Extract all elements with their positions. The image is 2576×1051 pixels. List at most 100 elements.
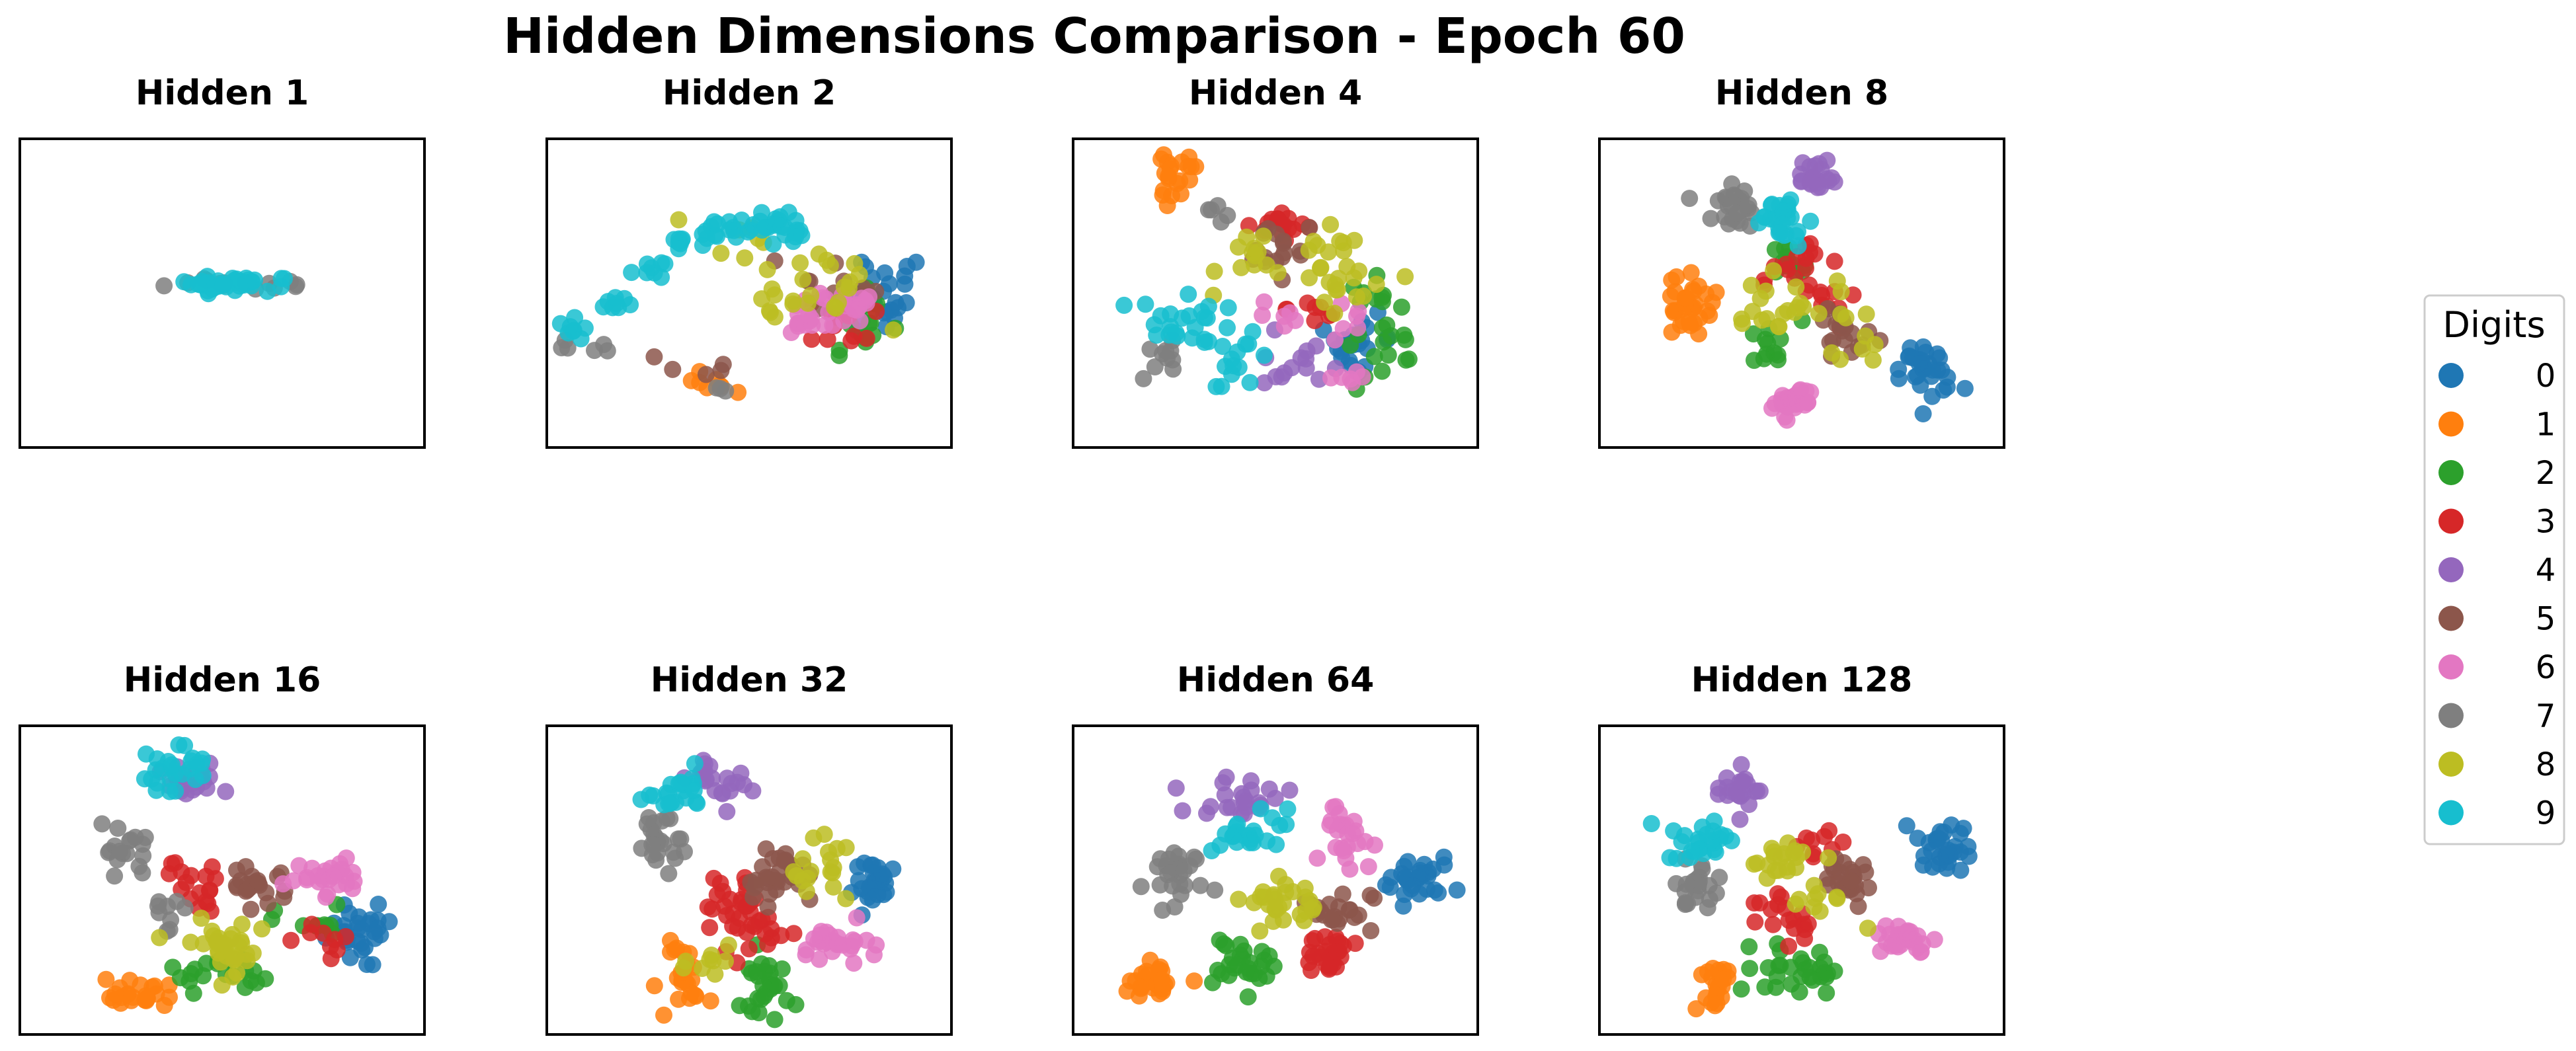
legend-marker-0 xyxy=(2438,363,2464,388)
point-digit-0 xyxy=(1411,864,1429,882)
point-digit-3 xyxy=(1796,929,1814,947)
point-digit-9 xyxy=(1214,338,1232,355)
point-digit-8 xyxy=(703,947,720,964)
point-digit-3 xyxy=(1780,912,1798,929)
point-digit-9 xyxy=(1789,237,1807,255)
point-digit-4 xyxy=(1167,779,1185,797)
point-digit-7 xyxy=(1154,345,1171,363)
point-digit-8 xyxy=(825,878,842,896)
point-digit-1 xyxy=(1687,1000,1705,1018)
point-digit-9 xyxy=(1203,842,1221,859)
point-digit-3 xyxy=(1797,259,1814,277)
point-digit-8 xyxy=(1828,272,1846,290)
legend-title: Digits xyxy=(2442,304,2545,346)
point-digit-2 xyxy=(1232,935,1249,953)
point-digit-8 xyxy=(706,965,724,983)
point-digit-9 xyxy=(1224,828,1242,845)
point-digit-8 xyxy=(1254,227,1272,245)
point-digit-7 xyxy=(1681,190,1699,208)
point-digit-9 xyxy=(1277,816,1295,834)
point-digit-3 xyxy=(772,927,790,945)
subplot-title: Hidden 64 xyxy=(1177,660,1375,700)
point-digit-3 xyxy=(1299,294,1316,312)
point-digit-8 xyxy=(670,211,688,229)
point-digit-4 xyxy=(1214,774,1232,792)
point-digit-8 xyxy=(1828,888,1845,906)
point-digit-2 xyxy=(778,992,795,1009)
legend-marker-5 xyxy=(2438,605,2464,631)
point-digit-2 xyxy=(1373,362,1391,380)
point-digit-9 xyxy=(709,215,727,233)
point-digit-9 xyxy=(1115,296,1133,314)
point-digit-1 xyxy=(686,986,704,1004)
point-digit-9 xyxy=(694,225,711,243)
point-digit-0 xyxy=(1928,345,1946,363)
legend-label-6: 6 xyxy=(2536,649,2556,686)
point-digit-6 xyxy=(1890,917,1908,935)
point-digit-1 xyxy=(1714,970,1732,988)
point-digit-9 xyxy=(661,795,679,812)
point-digit-8 xyxy=(1316,293,1334,311)
point-digit-5 xyxy=(257,884,275,902)
point-digit-5 xyxy=(249,872,266,890)
point-digit-5 xyxy=(237,858,255,876)
point-digit-2 xyxy=(755,988,773,1005)
subplot-6: Hidden 32 xyxy=(545,660,953,1036)
point-digit-0 xyxy=(1898,817,1915,835)
point-digit-9 xyxy=(1774,202,1792,220)
point-digit-9 xyxy=(1246,826,1264,844)
point-digit-4 xyxy=(729,773,746,791)
point-digit-8 xyxy=(758,260,776,278)
axes-frame xyxy=(19,137,426,449)
point-digit-4 xyxy=(744,782,762,800)
point-digit-6 xyxy=(1359,858,1377,876)
point-digit-3 xyxy=(182,867,200,884)
point-digit-4 xyxy=(1740,796,1758,813)
subplot-4: Hidden 8 xyxy=(1598,73,2005,449)
point-digit-9 xyxy=(218,278,235,295)
point-digit-9 xyxy=(1225,357,1242,375)
legend-marker-9 xyxy=(2438,800,2464,826)
point-digit-5 xyxy=(759,898,777,916)
axes-frame xyxy=(1598,137,2005,449)
point-digit-2 xyxy=(1756,978,1774,996)
point-digit-8 xyxy=(1859,919,1876,937)
point-digit-0 xyxy=(1939,368,1956,386)
point-digit-2 xyxy=(184,984,202,1002)
point-digit-4 xyxy=(718,802,736,820)
point-digit-5 xyxy=(757,840,775,858)
point-digit-9 xyxy=(1642,815,1660,832)
point-digit-5 xyxy=(237,882,255,900)
point-digit-9 xyxy=(1668,849,1685,867)
point-digit-9 xyxy=(148,774,166,792)
point-digit-8 xyxy=(1866,336,1884,354)
subplot-2: Hidden 2 xyxy=(545,73,953,449)
point-digit-7 xyxy=(176,899,194,917)
point-digit-6 xyxy=(1913,935,1931,953)
point-digit-2 xyxy=(1265,957,1283,975)
point-digit-7 xyxy=(1135,370,1152,387)
point-digit-8 xyxy=(829,293,847,311)
point-digit-9 xyxy=(638,264,656,282)
point-digit-7 xyxy=(660,865,678,882)
point-digit-1 xyxy=(702,992,719,1010)
point-digit-8 xyxy=(1312,258,1330,276)
point-digit-6 xyxy=(1341,860,1359,878)
point-digit-3 xyxy=(803,331,821,348)
scatter-points xyxy=(1642,756,1978,1018)
point-digit-9 xyxy=(623,264,641,282)
point-digit-7 xyxy=(640,809,658,826)
point-digit-6 xyxy=(1780,390,1798,408)
point-digit-8 xyxy=(1320,274,1338,292)
point-digit-4 xyxy=(1792,173,1810,190)
point-digit-5 xyxy=(275,888,293,906)
point-digit-2 xyxy=(1744,325,1762,343)
point-digit-7 xyxy=(664,843,682,861)
point-digit-0 xyxy=(1956,379,1974,397)
point-digit-6 xyxy=(848,909,865,927)
point-digit-0 xyxy=(370,896,387,913)
legend-marker-2 xyxy=(2438,460,2464,485)
point-digit-4 xyxy=(1198,804,1215,822)
point-digit-8 xyxy=(885,321,902,339)
point-digit-6 xyxy=(1796,396,1814,414)
